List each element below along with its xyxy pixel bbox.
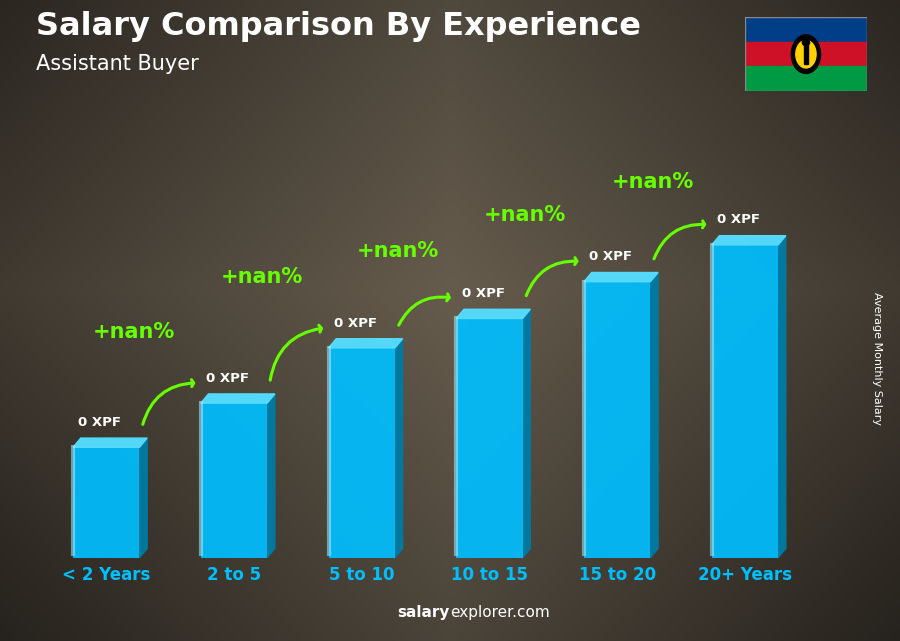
- Ellipse shape: [802, 39, 810, 46]
- Polygon shape: [778, 236, 786, 558]
- Text: 0 XPF: 0 XPF: [462, 287, 505, 300]
- Polygon shape: [456, 309, 530, 319]
- Text: 0 XPF: 0 XPF: [78, 416, 122, 429]
- Polygon shape: [712, 236, 786, 245]
- Text: 0 XPF: 0 XPF: [590, 250, 633, 263]
- Polygon shape: [651, 272, 658, 558]
- Text: Average Monthly Salary: Average Monthly Salary: [872, 292, 883, 426]
- Text: Assistant Buyer: Assistant Buyer: [36, 54, 199, 74]
- Text: +nan%: +nan%: [356, 242, 438, 262]
- Bar: [73, 447, 140, 558]
- Polygon shape: [267, 394, 274, 558]
- Ellipse shape: [796, 40, 816, 68]
- Bar: [712, 245, 778, 558]
- Text: salary: salary: [398, 606, 450, 620]
- Text: 0 XPF: 0 XPF: [334, 317, 377, 329]
- Polygon shape: [328, 338, 402, 348]
- Bar: [804, 44, 808, 65]
- Bar: [745, 66, 867, 91]
- Text: 0 XPF: 0 XPF: [717, 213, 760, 226]
- Bar: [201, 403, 267, 558]
- Polygon shape: [523, 309, 530, 558]
- Text: 0 XPF: 0 XPF: [206, 372, 249, 385]
- Bar: [328, 348, 395, 558]
- Polygon shape: [73, 438, 147, 447]
- Polygon shape: [201, 394, 274, 403]
- Bar: [584, 281, 651, 558]
- Polygon shape: [140, 438, 147, 558]
- Bar: [456, 319, 523, 558]
- Text: +nan%: +nan%: [221, 267, 303, 287]
- Bar: [745, 42, 867, 66]
- Polygon shape: [584, 272, 658, 281]
- Bar: [745, 17, 867, 42]
- Text: Salary Comparison By Experience: Salary Comparison By Experience: [36, 11, 641, 42]
- Text: explorer.com: explorer.com: [450, 606, 550, 620]
- Ellipse shape: [791, 35, 821, 74]
- Text: +nan%: +nan%: [94, 322, 176, 342]
- Text: +nan%: +nan%: [484, 204, 566, 224]
- Text: +nan%: +nan%: [612, 172, 694, 192]
- Polygon shape: [395, 338, 402, 558]
